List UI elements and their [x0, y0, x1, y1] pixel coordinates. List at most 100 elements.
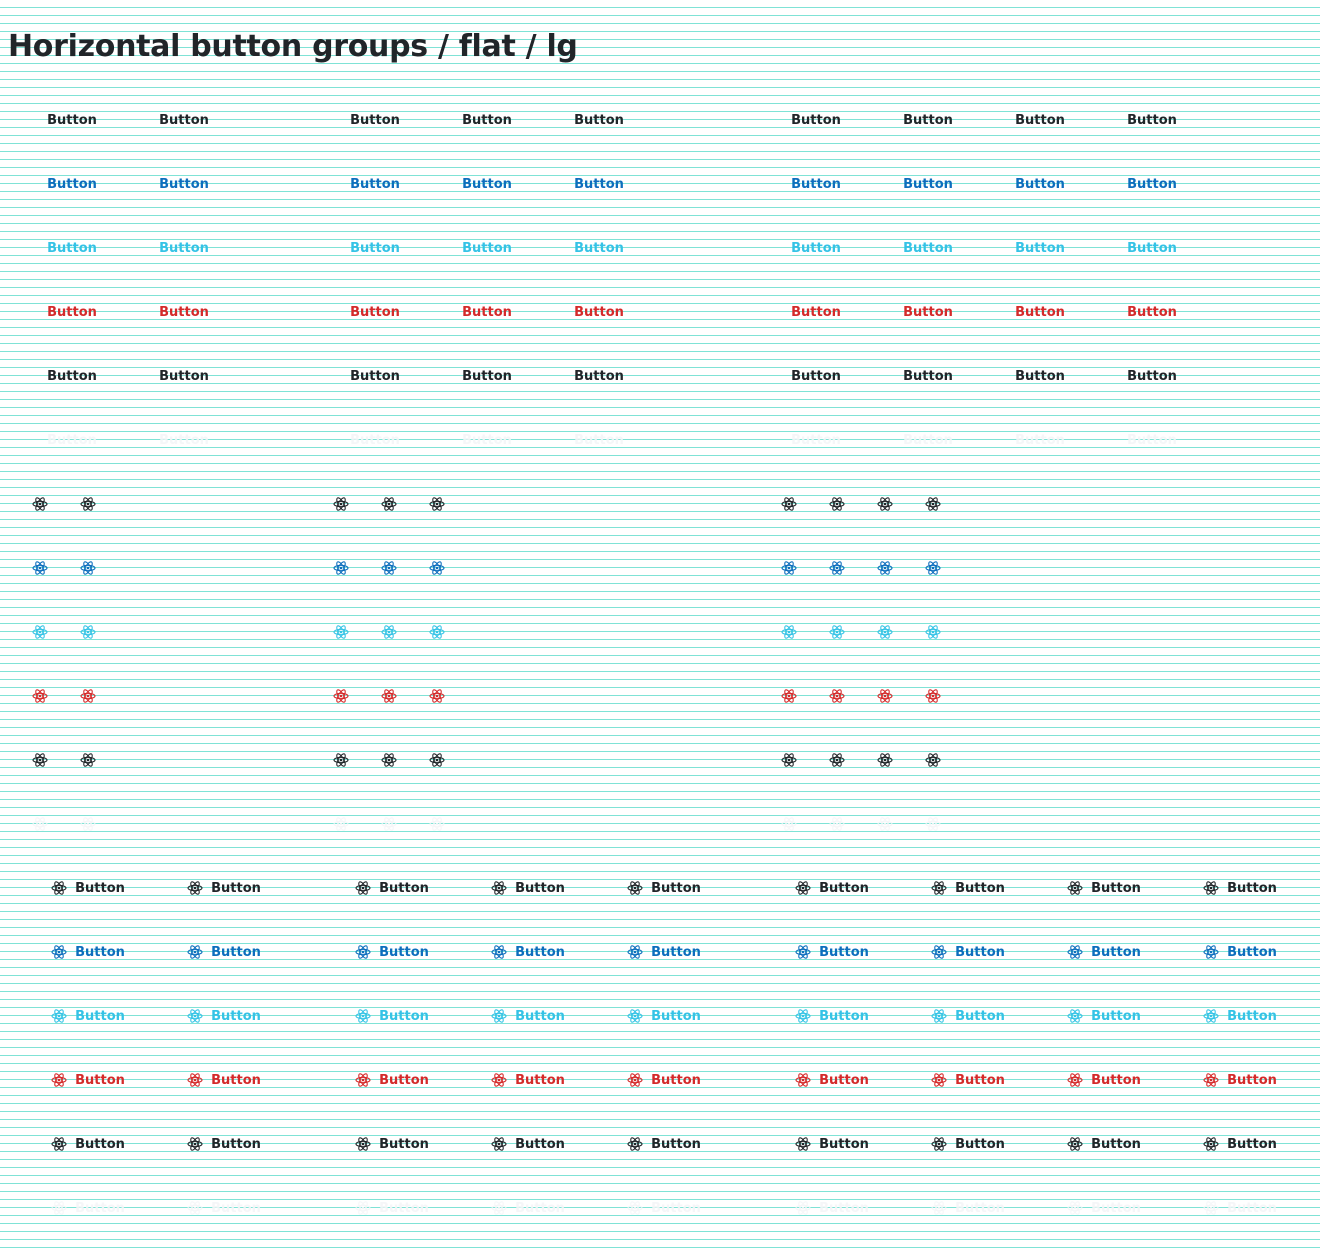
icon-only-danger-group-of-4-button[interactable] [917, 680, 949, 712]
text-only-info-group-of-4-button[interactable]: Button [984, 232, 1096, 264]
icon-and-text-primary-group-of-2-button[interactable]: Button [40, 936, 136, 968]
text-only-default-group-of-4-button[interactable]: Button [984, 104, 1096, 136]
text-only-primary-group-of-3-button[interactable]: Button [319, 168, 431, 200]
icon-only-danger-group-of-3-button[interactable] [421, 680, 453, 712]
text-only-info-group-of-4-button[interactable]: Button [872, 232, 984, 264]
icon-only-dark-group-of-2-button[interactable] [24, 744, 56, 776]
icon-only-light-group-of-3-button[interactable] [421, 808, 453, 840]
text-only-dark-group-of-3-button[interactable]: Button [319, 360, 431, 392]
text-only-danger-group-of-2-button[interactable]: Button [128, 296, 240, 328]
text-only-light-group-of-3-button[interactable]: Button [319, 424, 431, 456]
icon-only-info-group-of-4-button[interactable] [917, 616, 949, 648]
text-only-primary-group-of-2-button[interactable]: Button [128, 168, 240, 200]
icon-only-danger-group-of-3-button[interactable] [373, 680, 405, 712]
text-only-light-group-of-4-button[interactable]: Button [872, 424, 984, 456]
icon-only-primary-group-of-4-button[interactable] [773, 552, 805, 584]
icon-and-text-light-group-of-3-button[interactable]: Button [480, 1192, 576, 1224]
icon-only-light-group-of-2-button[interactable] [24, 808, 56, 840]
icon-only-dark-group-of-3-button[interactable] [373, 744, 405, 776]
text-only-primary-group-of-3-button[interactable]: Button [543, 168, 655, 200]
icon-only-light-group-of-4-button[interactable] [773, 808, 805, 840]
icon-and-text-dark-group-of-4-button[interactable]: Button [784, 1128, 880, 1160]
icon-and-text-dark-group-of-4-button[interactable]: Button [1056, 1128, 1152, 1160]
icon-and-text-default-group-of-4-button[interactable]: Button [1192, 872, 1288, 904]
text-only-default-group-of-2-button[interactable]: Button [16, 104, 128, 136]
text-only-primary-group-of-2-button[interactable]: Button [16, 168, 128, 200]
text-only-danger-group-of-2-button[interactable]: Button [16, 296, 128, 328]
icon-and-text-info-group-of-2-button[interactable]: Button [40, 1000, 136, 1032]
icon-only-default-group-of-3-button[interactable] [421, 488, 453, 520]
icon-only-light-group-of-3-button[interactable] [373, 808, 405, 840]
text-only-primary-group-of-4-button[interactable]: Button [984, 168, 1096, 200]
text-only-light-group-of-3-button[interactable]: Button [431, 424, 543, 456]
icon-and-text-default-group-of-2-button[interactable]: Button [176, 872, 272, 904]
icon-and-text-light-group-of-4-button[interactable]: Button [920, 1192, 1016, 1224]
icon-and-text-default-group-of-2-button[interactable]: Button [40, 872, 136, 904]
icon-only-dark-group-of-4-button[interactable] [869, 744, 901, 776]
icon-and-text-default-group-of-4-button[interactable]: Button [920, 872, 1016, 904]
icon-only-primary-group-of-3-button[interactable] [373, 552, 405, 584]
text-only-default-group-of-3-button[interactable]: Button [319, 104, 431, 136]
icon-and-text-primary-group-of-4-button[interactable]: Button [1192, 936, 1288, 968]
icon-only-light-group-of-4-button[interactable] [821, 808, 853, 840]
icon-only-dark-group-of-4-button[interactable] [821, 744, 853, 776]
icon-only-primary-group-of-2-button[interactable] [24, 552, 56, 584]
icon-and-text-dark-group-of-3-button[interactable]: Button [480, 1128, 576, 1160]
icon-and-text-default-group-of-3-button[interactable]: Button [480, 872, 576, 904]
icon-only-default-group-of-2-button[interactable] [24, 488, 56, 520]
text-only-dark-group-of-4-button[interactable]: Button [1096, 360, 1208, 392]
text-only-default-group-of-4-button[interactable]: Button [872, 104, 984, 136]
icon-only-dark-group-of-3-button[interactable] [421, 744, 453, 776]
icon-only-primary-group-of-2-button[interactable] [72, 552, 104, 584]
icon-and-text-default-group-of-3-button[interactable]: Button [344, 872, 440, 904]
text-only-default-group-of-4-button[interactable]: Button [1096, 104, 1208, 136]
text-only-info-group-of-4-button[interactable]: Button [1096, 232, 1208, 264]
icon-and-text-light-group-of-2-button[interactable]: Button [40, 1192, 136, 1224]
text-only-danger-group-of-4-button[interactable]: Button [984, 296, 1096, 328]
icon-only-dark-group-of-3-button[interactable] [325, 744, 357, 776]
icon-only-info-group-of-3-button[interactable] [421, 616, 453, 648]
icon-and-text-light-group-of-4-button[interactable]: Button [784, 1192, 880, 1224]
icon-only-default-group-of-4-button[interactable] [917, 488, 949, 520]
icon-only-info-group-of-3-button[interactable] [373, 616, 405, 648]
text-only-info-group-of-3-button[interactable]: Button [319, 232, 431, 264]
icon-and-text-default-group-of-3-button[interactable]: Button [616, 872, 712, 904]
icon-only-info-group-of-4-button[interactable] [869, 616, 901, 648]
icon-and-text-info-group-of-4-button[interactable]: Button [920, 1000, 1016, 1032]
text-only-light-group-of-2-button[interactable]: Button [128, 424, 240, 456]
icon-only-primary-group-of-4-button[interactable] [917, 552, 949, 584]
text-only-info-group-of-3-button[interactable]: Button [543, 232, 655, 264]
icon-and-text-danger-group-of-3-button[interactable]: Button [344, 1064, 440, 1096]
icon-only-info-group-of-4-button[interactable] [773, 616, 805, 648]
icon-only-default-group-of-4-button[interactable] [821, 488, 853, 520]
icon-and-text-danger-group-of-4-button[interactable]: Button [784, 1064, 880, 1096]
text-only-dark-group-of-2-button[interactable]: Button [128, 360, 240, 392]
icon-only-dark-group-of-2-button[interactable] [72, 744, 104, 776]
text-only-dark-group-of-4-button[interactable]: Button [984, 360, 1096, 392]
text-only-primary-group-of-4-button[interactable]: Button [1096, 168, 1208, 200]
icon-only-danger-group-of-4-button[interactable] [869, 680, 901, 712]
text-only-dark-group-of-3-button[interactable]: Button [543, 360, 655, 392]
icon-only-info-group-of-3-button[interactable] [325, 616, 357, 648]
icon-and-text-dark-group-of-3-button[interactable]: Button [616, 1128, 712, 1160]
icon-and-text-dark-group-of-3-button[interactable]: Button [344, 1128, 440, 1160]
icon-and-text-dark-group-of-4-button[interactable]: Button [920, 1128, 1016, 1160]
icon-only-primary-group-of-4-button[interactable] [821, 552, 853, 584]
icon-and-text-default-group-of-4-button[interactable]: Button [784, 872, 880, 904]
text-only-light-group-of-2-button[interactable]: Button [16, 424, 128, 456]
icon-only-default-group-of-3-button[interactable] [373, 488, 405, 520]
icon-and-text-danger-group-of-2-button[interactable]: Button [176, 1064, 272, 1096]
text-only-light-group-of-4-button[interactable]: Button [984, 424, 1096, 456]
icon-only-dark-group-of-4-button[interactable] [773, 744, 805, 776]
icon-and-text-light-group-of-3-button[interactable]: Button [344, 1192, 440, 1224]
text-only-light-group-of-3-button[interactable]: Button [543, 424, 655, 456]
icon-and-text-info-group-of-4-button[interactable]: Button [784, 1000, 880, 1032]
icon-only-info-group-of-2-button[interactable] [72, 616, 104, 648]
text-only-danger-group-of-4-button[interactable]: Button [1096, 296, 1208, 328]
icon-and-text-primary-group-of-3-button[interactable]: Button [480, 936, 576, 968]
icon-only-info-group-of-4-button[interactable] [821, 616, 853, 648]
icon-and-text-dark-group-of-2-button[interactable]: Button [176, 1128, 272, 1160]
icon-and-text-info-group-of-4-button[interactable]: Button [1192, 1000, 1288, 1032]
icon-only-primary-group-of-3-button[interactable] [325, 552, 357, 584]
icon-and-text-default-group-of-4-button[interactable]: Button [1056, 872, 1152, 904]
